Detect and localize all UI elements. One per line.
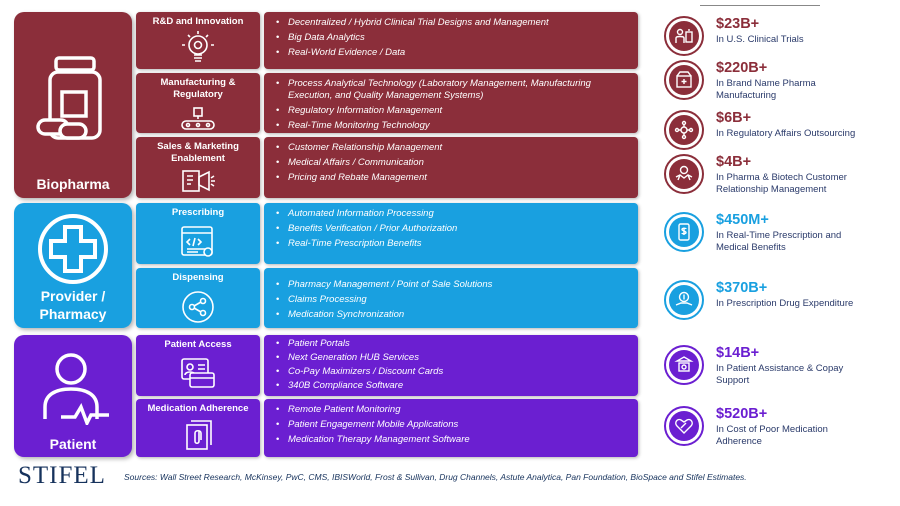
stat-value: $220B+ [716,60,768,76]
segment-rd-list: Decentralized / Hybrid Clinical Trial De… [264,12,638,69]
list-item: Claims Processing [276,294,630,306]
hand-dollar-icon [675,291,693,306]
segment-label: Prescribing [171,207,225,218]
medical-cross-icon [38,214,108,284]
category-provider-pharmacy: Provider / Pharmacy [14,203,132,328]
sources-note: Sources: Wall Street Research, McKinsey,… [124,472,747,482]
segment-label: Medication Adherence [147,403,249,414]
segment-prescribing: Prescribing [136,203,260,264]
paperclip-document-icon [186,420,212,450]
pharma-box-icon [676,71,692,88]
list-item: Pharmacy Management / Point of Sale Solu… [276,279,630,291]
stat-value: $23B+ [716,16,760,32]
list-item: 340B Compliance Software [276,380,630,392]
top-divider [700,0,820,6]
segment-label: Manufacturing & Regulatory [160,77,236,100]
segment-rd: R&D and Innovation [136,12,260,69]
stat-value: $14B+ [716,345,760,361]
list-item: Real-Time Monitoring Technology [276,120,630,132]
person-pulse-icon [43,353,109,425]
stifel-logo: STIFEL [18,462,106,489]
list-item: Medication Therapy Management Software [276,434,630,446]
share-icon [182,291,214,323]
stat-crm: $4B+ In Pharma & Biotech Customer Relati… [664,154,894,198]
segment-label: R&D and Innovation [152,16,244,27]
list-item: Medication Synchronization [276,309,630,321]
list-item: Real-World Evidence / Data [276,47,630,59]
segment-label: Dispensing [172,272,224,283]
stat-desc: In Brand Name Pharma Manufacturing [716,78,816,101]
code-window-icon [181,226,213,257]
category-label: Provider / Pharmacy [39,288,107,322]
list-item: Process Analytical Technology (Laborator… [276,78,630,102]
stat-desc: In Prescription Drug Expenditure [716,298,854,309]
pill-heart-icon [675,418,693,434]
list-item: Patient Engagement Mobile Applications [276,419,630,431]
stat-value: $370B+ [716,280,768,296]
list-item: Customer Relationship Management [276,142,630,154]
category-patient: Patient [14,335,132,457]
segment-manufacturing-list: Process Analytical Technology (Laborator… [264,73,638,133]
stat-value: $520B+ [716,406,768,422]
list-item: Co-Pay Maximizers / Discount Cards [276,366,630,378]
list-item: Big Data Analytics [276,32,630,44]
assistance-icon [674,356,694,372]
segment-prescribing-list: Automated Information Processing Benefit… [264,203,638,264]
category-label: Patient [49,436,97,452]
clinical-trial-icon [675,28,693,43]
stat-desc: In Pharma & Biotech Customer Relationshi… [716,172,847,195]
segment-patient-access: Patient Access [136,335,260,396]
stat-value: $6B+ [716,110,752,126]
conveyor-belt-icon [181,107,215,130]
stat-desc: In Regulatory Affairs Outsourcing [716,128,856,139]
stat-prescription-drug-expenditure: $370B+ In Prescription Drug Expenditure [664,280,894,320]
list-item: Benefits Verification / Prior Authorizat… [276,223,630,235]
lightbulb-gear-icon [182,31,214,62]
segment-dispensing: Dispensing [136,268,260,328]
list-item: Patient Portals [276,338,630,350]
megaphone-icon [182,170,215,192]
list-item: Regulatory Information Management [276,105,630,117]
segment-manufacturing: Manufacturing & Regulatory [136,73,260,133]
network-icon [674,120,694,140]
stat-regulatory-affairs: $6B+ In Regulatory Affairs Outsourcing [664,110,894,150]
segment-sales-list: Customer Relationship Management Medical… [264,137,638,198]
segment-medication-adherence: Medication Adherence [136,399,260,457]
stat-brand-pharma-manufacturing: $220B+ In Brand Name Pharma Manufacturin… [664,60,894,104]
list-item: Decentralized / Hybrid Clinical Trial De… [276,17,630,29]
segment-label: Patient Access [164,339,232,350]
pill-bottle-icon [36,56,102,140]
segment-label: Sales & Marketing Enablement [157,141,239,164]
stat-value: $450M+ [716,212,769,228]
mobile-dollar-icon [678,223,690,241]
category-label: Biopharma [36,176,110,192]
stat-poor-medication-adherence: $520B+ In Cost of Poor Medication Adhere… [664,406,894,450]
stat-patient-assistance: $14B+ In Patient Assistance & Copay Supp… [664,345,894,389]
stat-desc: In U.S. Clinical Trials [716,34,804,45]
list-item: Next Generation HUB Services [276,352,630,364]
list-item: Remote Patient Monitoring [276,404,630,416]
stat-clinical-trials: $23B+ In U.S. Clinical Trials [664,16,894,56]
stat-desc: In Patient Assistance & Copay Support [716,363,844,386]
stat-real-time-prescription: $450M+ In Real-Time Prescription and Med… [664,212,894,256]
stat-desc: In Real-Time Prescription and Medical Be… [716,230,842,253]
list-item: Pricing and Rebate Management [276,172,630,184]
list-item: Automated Information Processing [276,208,630,220]
segment-dispensing-list: Pharmacy Management / Point of Sale Solu… [264,268,638,328]
segment-medication-adherence-list: Remote Patient Monitoring Patient Engage… [264,399,638,457]
list-item: Medical Affairs / Communication [276,157,630,169]
segment-patient-access-list: Patient Portals Next Generation HUB Serv… [264,335,638,396]
handshake-icon [675,165,693,181]
stat-value: $4B+ [716,154,752,170]
stat-desc: In Cost of Poor Medication Adherence [716,424,828,447]
segment-sales: Sales & Marketing Enablement [136,137,260,198]
category-biopharma: Biopharma [14,12,132,198]
list-item: Real-Time Prescription Benefits [276,238,630,250]
id-card-icon [181,358,215,388]
